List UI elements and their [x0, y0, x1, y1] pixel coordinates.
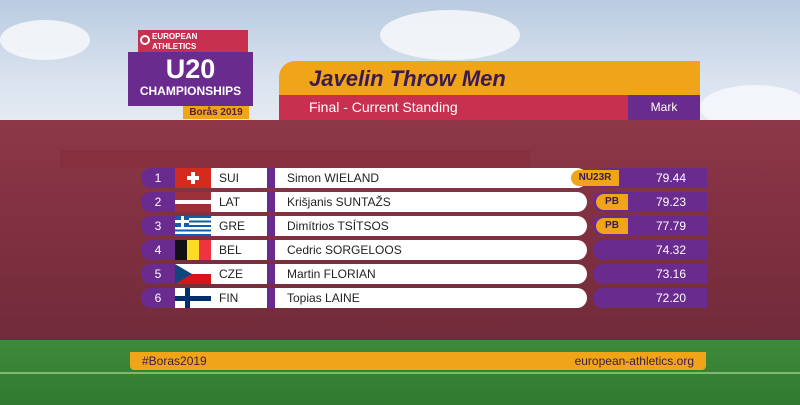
footer-bar: #Boras2019 european-athletics.org	[130, 352, 706, 370]
athlete-name: Topias LAINE	[275, 288, 587, 308]
mark-column-header: Mark	[628, 95, 700, 120]
rank: 1	[141, 168, 175, 188]
field-line	[0, 372, 800, 374]
nation-code: GRE	[211, 216, 267, 236]
rank: 5	[141, 264, 175, 284]
rank: 2	[141, 192, 175, 212]
event-title: Javelin Throw Men	[309, 66, 506, 91]
athlete-name: Krišjanis SUNTAŽS	[275, 192, 587, 212]
org-line1: EUROPEAN	[152, 32, 198, 41]
mark-value: 77.79	[635, 216, 707, 236]
athlete-name: Martin FLORIAN	[275, 264, 587, 284]
website-link: european-athletics.org	[574, 354, 694, 368]
result-row: 2 LAT Krišjanis SUNTAŽS PB 79.23	[141, 192, 707, 212]
nation-code: LAT	[211, 192, 267, 212]
cloud	[0, 20, 90, 60]
european-athletics-badge: EUROPEAN ATHLETICS	[138, 30, 248, 52]
result-row: 1 SUI Simon WIELAND NU23R 79.44	[141, 168, 707, 188]
mark-value: 74.32	[635, 240, 707, 260]
latvia-flag-icon	[175, 192, 211, 212]
nation-code: BEL	[211, 240, 267, 260]
cloud	[380, 10, 520, 60]
overlay-tint	[0, 120, 800, 352]
finland-flag-icon	[175, 288, 211, 308]
record-badge: PB	[596, 218, 628, 234]
org-line2: ATHLETICS	[152, 42, 197, 51]
switzerland-flag-icon	[175, 168, 211, 188]
rank: 6	[141, 288, 175, 308]
czechia-flag-icon	[175, 264, 211, 284]
record-badge: PB	[596, 194, 628, 210]
result-row: 4 BEL Cedric SORGELOOS 74.32	[141, 240, 707, 260]
nation-code: SUI	[211, 168, 267, 188]
title-banner: Javelin Throw Men	[279, 61, 700, 95]
championship-logo: EUROPEAN ATHLETICS U20 CHAMPIONSHIPS Bor…	[128, 30, 253, 119]
event-subtitle: Final - Current Standing	[309, 99, 458, 115]
event-age-group: U20	[165, 54, 216, 84]
hashtag: #Boras2019	[142, 354, 207, 368]
result-row: 3 GRE Dimítrios TSÍTSOS PB 77.79	[141, 216, 707, 236]
athlete-name: Cedric SORGELOOS	[275, 240, 587, 260]
record-badge: NU23R	[571, 170, 619, 186]
rank: 4	[141, 240, 175, 260]
european-athletics-emblem-icon	[140, 35, 150, 45]
mark-value: 79.44	[635, 168, 707, 188]
result-row: 5 CZE Martin FLORIAN 73.16	[141, 264, 707, 284]
mark-value: 79.23	[635, 192, 707, 212]
belgium-flag-icon	[175, 240, 211, 260]
athlete-name: Simon WIELAND	[275, 168, 587, 188]
logo-main-panel: U20 CHAMPIONSHIPS	[128, 52, 253, 106]
athlete-name: Dimítrios TSÍTSOS	[275, 216, 587, 236]
championships-label: CHAMPIONSHIPS	[139, 84, 242, 98]
result-row: 6 FIN Topias LAINE 72.20	[141, 288, 707, 308]
mark-value: 73.16	[635, 264, 707, 284]
nation-code: FIN	[211, 288, 267, 308]
greece-flag-icon	[175, 216, 211, 236]
nation-code: CZE	[211, 264, 267, 284]
location-year: Borås 2019	[183, 106, 249, 119]
stand-roof	[60, 150, 530, 168]
mark-value: 72.20	[635, 288, 707, 308]
rank: 3	[141, 216, 175, 236]
